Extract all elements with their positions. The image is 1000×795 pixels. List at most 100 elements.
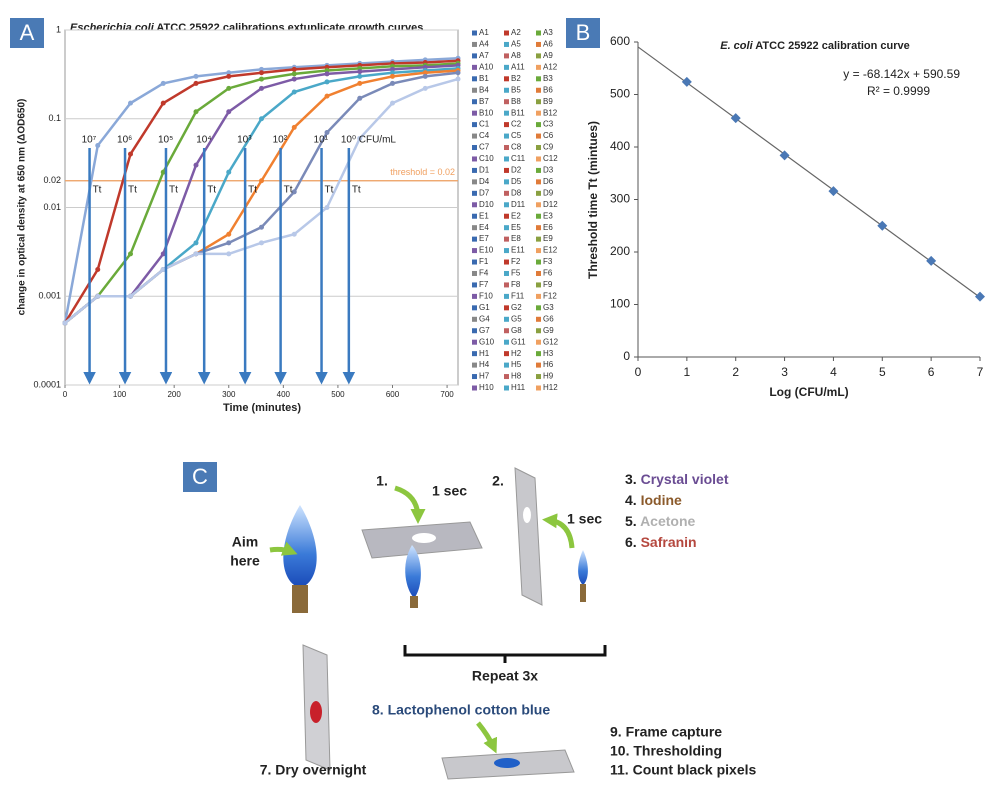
data-point bbox=[291, 89, 297, 95]
legend-label: A6 bbox=[543, 40, 553, 49]
data-point bbox=[95, 267, 101, 273]
legend-marker bbox=[504, 110, 509, 116]
data-point bbox=[390, 100, 395, 106]
legend-marker bbox=[472, 30, 477, 36]
legend-marker bbox=[472, 259, 477, 265]
data-point bbox=[324, 129, 330, 135]
legend-label: C1 bbox=[479, 120, 490, 129]
legend-marker bbox=[472, 99, 477, 105]
data-point bbox=[259, 76, 264, 82]
legend-marker bbox=[504, 362, 509, 368]
legend-label: G6 bbox=[543, 314, 554, 323]
smear bbox=[412, 533, 436, 543]
x-axis-label: Log (CFU/mL) bbox=[769, 385, 848, 399]
legend-label: A9 bbox=[543, 51, 553, 60]
stain-number: 3. bbox=[625, 471, 637, 487]
step-label: 2. bbox=[492, 473, 504, 489]
legend-marker bbox=[536, 316, 541, 322]
concentration-label: 10⁵ bbox=[158, 135, 173, 146]
smear bbox=[523, 507, 531, 523]
legend-label: C10 bbox=[479, 154, 494, 163]
legend-marker bbox=[536, 305, 541, 311]
x-tick-label: 4 bbox=[830, 365, 837, 379]
concentration-label: 10² bbox=[273, 135, 288, 146]
data-point bbox=[357, 73, 363, 79]
legend-marker bbox=[472, 328, 477, 334]
legend-label: G8 bbox=[511, 326, 522, 335]
legend-label: D1 bbox=[479, 166, 490, 175]
y-tick-label: 600 bbox=[610, 34, 630, 48]
legend-marker bbox=[536, 167, 541, 173]
legend-marker bbox=[472, 270, 477, 276]
legend-label: H7 bbox=[479, 372, 490, 381]
legend-marker bbox=[536, 179, 541, 185]
legend-marker bbox=[536, 213, 541, 219]
legend-label: A10 bbox=[479, 62, 494, 71]
legend-marker bbox=[472, 339, 477, 345]
concentration-label: 10⁴ bbox=[196, 135, 211, 146]
legend-label: E10 bbox=[479, 246, 494, 255]
legend-label: G3 bbox=[543, 303, 554, 312]
y-tick-label: 0.01 bbox=[43, 202, 61, 212]
legend-marker bbox=[536, 374, 541, 380]
legend-marker bbox=[472, 190, 477, 196]
legend-marker bbox=[504, 76, 509, 82]
legend-label: E3 bbox=[543, 211, 553, 220]
legend-label: H10 bbox=[479, 383, 494, 392]
legend-marker bbox=[536, 156, 541, 162]
legend-marker bbox=[472, 167, 477, 173]
diagram: Aim here 1. 1 sec 2. 1 sec Repeat 3x 7. … bbox=[230, 467, 756, 780]
legend-marker bbox=[504, 122, 509, 128]
x-tick-label: 3 bbox=[781, 365, 788, 379]
legend-label: F1 bbox=[479, 257, 489, 266]
legend-label: F2 bbox=[511, 257, 521, 266]
legend-label: D7 bbox=[479, 188, 490, 197]
legend-label: H3 bbox=[543, 349, 554, 358]
data-point bbox=[877, 220, 888, 231]
legend-marker bbox=[504, 259, 509, 265]
data-point bbox=[324, 205, 330, 210]
legend-marker bbox=[536, 53, 541, 59]
legend-label: F9 bbox=[543, 280, 553, 289]
legend-label: D5 bbox=[511, 177, 522, 186]
data-point bbox=[390, 73, 395, 79]
legend-label: A3 bbox=[543, 28, 553, 37]
stain-number: 6. bbox=[625, 534, 637, 550]
panel-letter: C bbox=[192, 464, 208, 489]
data-point bbox=[226, 70, 232, 76]
legend-marker bbox=[536, 122, 541, 128]
legend-label: A12 bbox=[543, 62, 558, 71]
legend-marker bbox=[536, 99, 541, 105]
legend-label: G9 bbox=[543, 326, 554, 335]
data-point bbox=[422, 85, 428, 91]
legend-label: C11 bbox=[511, 154, 526, 163]
y-tick-label: 0.001 bbox=[38, 291, 61, 301]
legend-label: B5 bbox=[511, 85, 521, 94]
legend-label: F5 bbox=[511, 269, 521, 278]
legend-label: G11 bbox=[511, 337, 526, 346]
x-tick-label: 300 bbox=[222, 390, 236, 399]
data-point bbox=[291, 124, 297, 130]
stain-number: 5. bbox=[625, 513, 637, 529]
legend-marker bbox=[504, 236, 509, 242]
legend-marker bbox=[472, 145, 477, 151]
burner bbox=[292, 585, 308, 613]
legend-label: E9 bbox=[543, 234, 553, 243]
tt-label: Tt bbox=[128, 185, 137, 196]
data-point bbox=[193, 80, 199, 86]
tt-label: Tt bbox=[248, 185, 257, 196]
data-point bbox=[422, 73, 428, 79]
legend-marker bbox=[472, 110, 477, 116]
legend-label: E4 bbox=[479, 223, 489, 232]
legend-label: E7 bbox=[479, 234, 489, 243]
legend-marker bbox=[536, 339, 541, 345]
arrow bbox=[542, 513, 575, 549]
concentration-label: 10³ bbox=[237, 135, 252, 146]
legend-label: F8 bbox=[511, 280, 521, 289]
tt-label: Tt bbox=[352, 185, 361, 196]
legend-label: C12 bbox=[543, 154, 558, 163]
y-tick-label: 0 bbox=[623, 349, 630, 363]
bracket bbox=[403, 645, 607, 663]
legend-label: F7 bbox=[479, 280, 489, 289]
